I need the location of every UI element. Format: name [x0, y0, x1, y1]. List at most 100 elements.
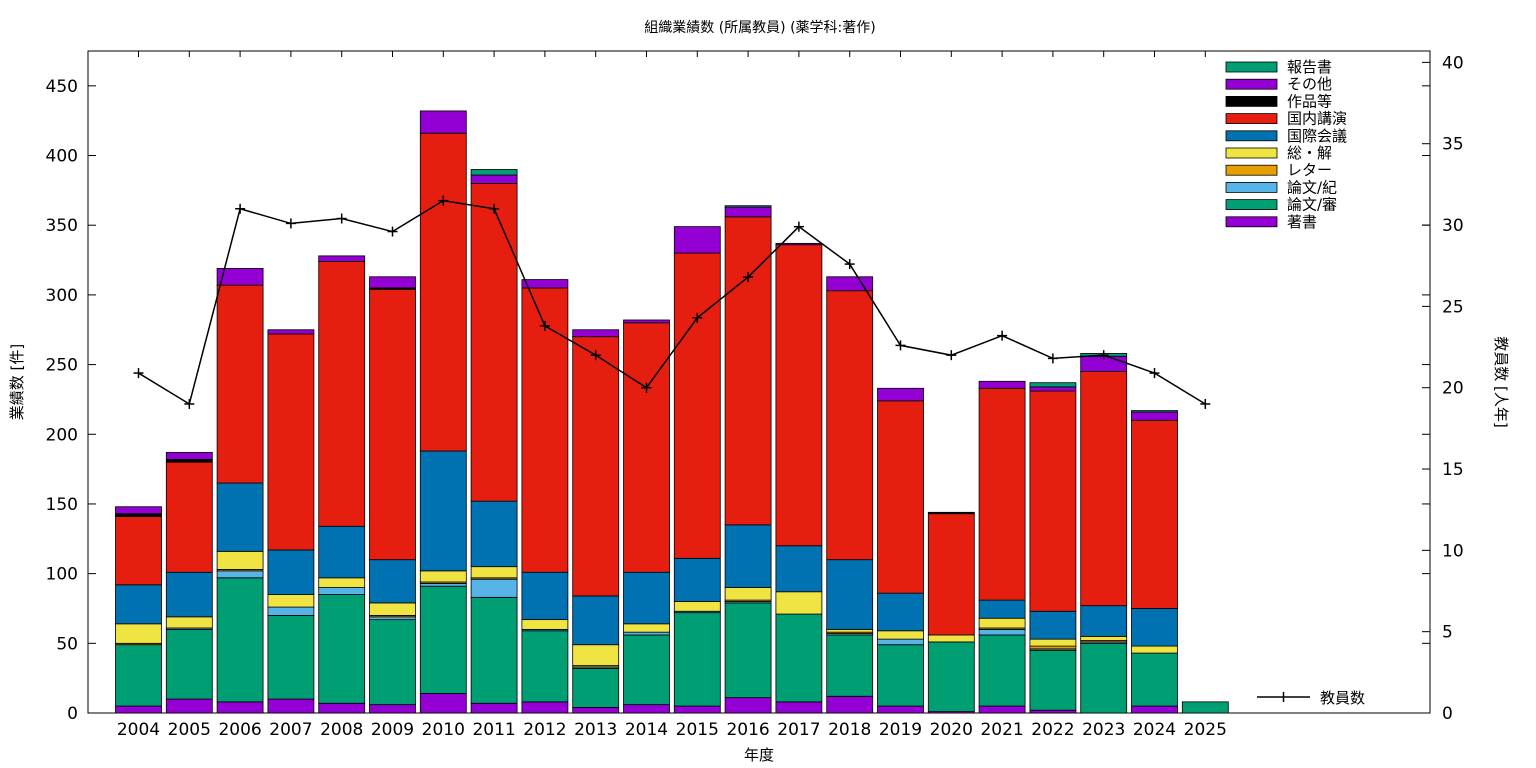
- x-tick-label: 2025: [1184, 720, 1227, 740]
- x-tick-label: 2004: [117, 720, 160, 740]
- bar-segment-2022-5: [1029, 610, 1077, 640]
- bar-segment-2005-4: [165, 616, 213, 629]
- bar-segment-2022-1: [1029, 649, 1077, 711]
- bar-segment-2005-1: [165, 628, 213, 700]
- legend-item: 報告書: [1225, 58, 1332, 76]
- bar-segment-2020-6: [927, 513, 975, 636]
- y-axis-label: 業績数 [件]: [8, 344, 26, 420]
- bar-segment-2019-0: [877, 705, 924, 714]
- faculty-point-2024: [1149, 368, 1160, 379]
- legend-swatch: [1225, 216, 1278, 228]
- legend-item: 論文/審: [1225, 196, 1337, 214]
- legend-item: 国際会議: [1225, 127, 1347, 145]
- bar-segment-2018-0: [826, 695, 874, 714]
- bar-segment-2025-1: [1181, 701, 1229, 714]
- bar-segment-2017-4: [775, 591, 823, 615]
- faculty-point-2020: [946, 350, 957, 361]
- bar-segment-2004-4: [115, 623, 162, 644]
- faculty-line-path: [138, 199, 1206, 406]
- bar-segment-2010-6: [419, 132, 467, 452]
- bar-segment-2019-2: [877, 638, 924, 646]
- bar-segment-2021-4: [978, 617, 1026, 629]
- faculty-point-2017: [793, 221, 804, 232]
- bar-segment-2019-5: [877, 592, 924, 632]
- bar-segment-2018-5: [826, 559, 874, 630]
- bar-segment-2018-6: [826, 290, 874, 561]
- bar-segment-2005-0: [165, 698, 213, 714]
- y2-tick-label: 0: [1442, 704, 1453, 724]
- bar-segment-2024-8: [1131, 411, 1178, 421]
- legend-label: レター: [1287, 161, 1332, 179]
- faculty-point-2011: [489, 203, 500, 214]
- y2-tick-label: 10: [1442, 541, 1464, 561]
- bar-segment-2015-8: [673, 226, 721, 254]
- bar-segment-2005-5: [165, 571, 213, 618]
- bar-segment-2004-1: [115, 644, 162, 707]
- faculty-point-2019: [895, 340, 906, 351]
- bar-segment-2014-4: [623, 623, 670, 633]
- bar-segment-2006-4: [216, 550, 264, 570]
- bar-segment-2011-4: [470, 566, 518, 579]
- bar-segment-2012-4: [521, 619, 569, 630]
- legend-label: 国内講演: [1287, 110, 1347, 128]
- bar-segment-2024-4: [1131, 645, 1178, 654]
- y2-tick-label: 35: [1442, 135, 1464, 155]
- bar-segment-2021-8: [978, 380, 1026, 389]
- bar-segment-2014-2: [623, 631, 670, 636]
- bar-segment-2016-9: [724, 205, 772, 208]
- bar-segment-2008-6: [318, 261, 366, 527]
- bar-segment-2009-5: [369, 559, 416, 604]
- bar-segment-2007-2: [267, 606, 315, 616]
- bar-segment-2004-6: [115, 516, 162, 586]
- legend-label: 作品等: [1287, 92, 1332, 110]
- bar-segment-2015-5: [673, 557, 721, 602]
- bar-segment-2023-1: [1080, 642, 1128, 714]
- bar-segment-2019-1: [877, 644, 924, 707]
- legend-item: 著書: [1225, 213, 1317, 231]
- x-tick-label: 2005: [168, 720, 211, 740]
- faculty-point-2007: [285, 218, 296, 229]
- legend-swatch: [1225, 164, 1278, 176]
- bar-segment-2010-0: [419, 693, 467, 714]
- bar-segment-2015-6: [673, 252, 721, 559]
- legend-label: 報告書: [1287, 58, 1332, 76]
- bar-segment-2009-8: [369, 276, 416, 289]
- bar-segment-2008-5: [318, 525, 366, 579]
- bar-segment-2013-8: [572, 329, 620, 338]
- y-tick-label: 300: [46, 286, 78, 306]
- y-tick-label: 350: [46, 216, 78, 236]
- bar-segment-2013-0: [572, 707, 620, 714]
- legend-swatch: [1225, 199, 1278, 211]
- y2-axis: 0 5 10 15 20 25 30 35 40: [1422, 53, 1464, 724]
- bar-segment-2006-0: [216, 701, 264, 714]
- bar-segment-2015-4: [673, 601, 721, 612]
- legend-label: 国際会議: [1287, 127, 1347, 145]
- bar-segment-2021-2: [978, 628, 1026, 636]
- x-tick-label: 2019: [879, 720, 922, 740]
- bar-segment-2022-4: [1029, 638, 1077, 647]
- faculty-point-2023: [1098, 350, 1109, 361]
- bar-segment-2017-1: [775, 613, 823, 703]
- legend-swatch: [1225, 147, 1278, 159]
- bar-segment-2009-2: [369, 616, 416, 621]
- bar-segment-2014-1: [623, 634, 670, 706]
- bar-segment-2018-1: [826, 634, 874, 697]
- bar-segment-2016-8: [724, 206, 772, 218]
- bar-segment-2010-1: [419, 585, 467, 694]
- bar-segment-2008-2: [318, 587, 366, 595]
- bar-segment-2017-6: [775, 244, 823, 547]
- x-tick-label: 2009: [371, 720, 414, 740]
- legend-swatch: [1225, 78, 1278, 90]
- bar-segment-2021-0: [978, 705, 1026, 714]
- bar-segment-2011-0: [470, 702, 518, 714]
- legend-item: 論文/紀: [1225, 178, 1337, 196]
- legend-label: その他: [1287, 75, 1332, 93]
- y-tick-label: 0: [67, 704, 78, 724]
- x-tick-label: 2017: [777, 720, 820, 740]
- bar-segment-2011-8: [470, 174, 518, 184]
- faculty-point-2005: [184, 398, 195, 409]
- bar-segment-2007-1: [267, 615, 315, 700]
- legend-line-label: 教員数: [1320, 689, 1365, 707]
- legend-label: 総・解: [1287, 144, 1332, 162]
